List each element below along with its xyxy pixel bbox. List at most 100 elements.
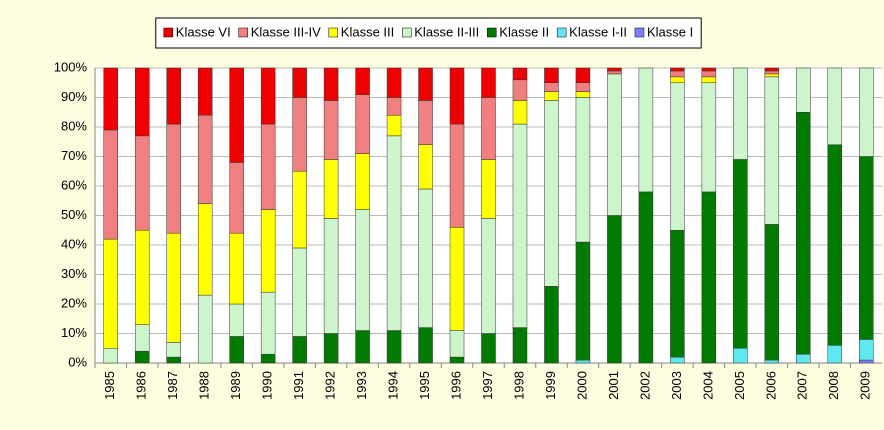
bar-segment — [166, 342, 181, 358]
bar-segment — [260, 353, 276, 364]
bar-segment — [449, 330, 465, 358]
legend-label: Klasse I — [647, 24, 693, 39]
x-tick-label: 1991 — [291, 371, 306, 400]
bar-segment — [859, 156, 874, 340]
bar-segment — [670, 76, 685, 83]
bar-segment — [229, 336, 244, 364]
bar-segment — [481, 218, 496, 334]
bar-segment — [670, 230, 685, 358]
bar-segment — [544, 91, 559, 101]
y-tick-label: 50% — [61, 207, 87, 222]
bar-segment — [607, 215, 622, 364]
x-tick-label: 2002 — [637, 371, 652, 400]
x-tick-label: 1992 — [323, 371, 338, 400]
bar-segment — [701, 191, 717, 364]
legend-label: Klasse II-III — [414, 24, 479, 39]
bar-segment — [229, 232, 244, 305]
legend-label: Klasse VI — [176, 24, 231, 39]
x-tick-label: 2009 — [858, 371, 873, 400]
bar-segment — [481, 97, 496, 160]
bar-segment — [260, 123, 276, 210]
bar-segment — [260, 291, 276, 355]
bar-segment — [796, 112, 811, 355]
bar-segment — [764, 359, 780, 364]
x-tick-label: 1985 — [102, 371, 117, 400]
bar-segment — [355, 330, 370, 364]
bar-segment — [512, 79, 528, 101]
bar-segment — [733, 159, 748, 349]
legend-swatch — [328, 27, 339, 38]
bar-segment — [544, 82, 559, 92]
bar-segment — [134, 135, 150, 231]
x-tick-label: 1987 — [165, 371, 180, 400]
bar-segment — [512, 123, 528, 328]
x-tick-label: 2008 — [826, 371, 841, 400]
x-tick-label: 1986 — [134, 371, 149, 400]
bar-segment — [701, 82, 717, 193]
bar-segment — [229, 67, 244, 163]
bar-segment — [292, 97, 307, 172]
bar-segment — [607, 73, 622, 216]
bar-segment — [103, 348, 118, 364]
x-tick-label: 2001 — [606, 371, 621, 400]
legend-label: Klasse III-IV — [251, 24, 321, 39]
bar-segment — [386, 67, 402, 98]
bar-segment — [859, 359, 874, 364]
bar-segment — [134, 350, 150, 364]
bar-segment — [103, 67, 118, 131]
bar-segment — [796, 67, 811, 113]
bar-segment — [481, 67, 496, 98]
bar-segment — [827, 144, 843, 346]
y-tick-label: 30% — [61, 266, 87, 281]
bar-segment — [292, 247, 307, 337]
bar-segment — [166, 67, 181, 125]
bar-segment — [544, 100, 559, 287]
bar-segment — [103, 129, 118, 240]
bar-segment — [796, 353, 811, 364]
bar-segment — [134, 230, 150, 325]
bar-segment — [701, 70, 717, 78]
x-tick-label: 2005 — [732, 371, 747, 400]
x-tick-label: 2000 — [574, 371, 589, 400]
bar-segment — [386, 97, 402, 116]
bar-segment — [575, 97, 591, 243]
x-tick-label: 1999 — [543, 371, 558, 400]
legend-swatch — [634, 27, 645, 38]
bar-segment — [197, 203, 213, 296]
bar-segment — [575, 82, 591, 92]
y-tick-label: 10% — [61, 325, 87, 340]
y-tick-label: 90% — [61, 89, 87, 104]
bar-segment — [292, 336, 307, 364]
bar-segment — [229, 162, 244, 234]
y-tick-label: 100% — [54, 59, 88, 74]
legend-label: Klasse III — [341, 24, 394, 39]
bar-segment — [512, 100, 528, 125]
legend-swatch — [163, 27, 174, 38]
legend-label: Klasse II — [499, 24, 549, 39]
bar-segment — [449, 123, 465, 228]
bar-segment — [197, 114, 213, 204]
bar-segment — [638, 191, 654, 364]
x-tick-label: 1998 — [511, 371, 526, 400]
bar-segment — [544, 286, 559, 364]
x-tick-label: 1994 — [385, 371, 400, 400]
bar-segment — [418, 67, 433, 101]
bar-segment — [197, 294, 213, 364]
bar-segment — [323, 218, 339, 334]
bar-segment — [355, 153, 370, 210]
legend-swatch — [402, 27, 412, 38]
bar-segment — [575, 67, 591, 83]
bar-segment — [449, 67, 465, 125]
bar-segment — [575, 91, 591, 98]
bar-segment — [512, 67, 528, 81]
legend-swatch — [487, 27, 497, 38]
bar-segment — [764, 70, 780, 75]
legend-swatch — [556, 27, 567, 38]
bar-segment — [323, 100, 339, 160]
bar-segment — [481, 159, 496, 219]
bar-segment — [449, 227, 465, 331]
x-tick-label: 1993 — [354, 371, 369, 400]
bar-segment — [355, 67, 370, 95]
bar-segment — [355, 209, 370, 331]
